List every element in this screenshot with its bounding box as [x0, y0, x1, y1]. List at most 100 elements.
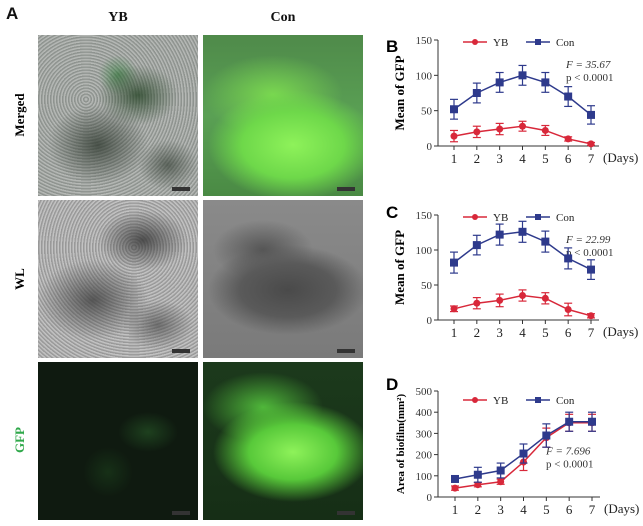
column-header-yb: YB — [108, 10, 128, 25]
chart-b-x-tick-label: 5 — [542, 151, 549, 166]
chart-d-point-con — [473, 470, 482, 479]
scale-bar — [172, 187, 190, 191]
chart-c-legend-label: YB — [493, 212, 508, 224]
chart-c-y-tick-label: 0 — [427, 315, 433, 327]
chart-c-x-tick-label: 6 — [565, 325, 572, 340]
chart-b-point-yb — [587, 140, 595, 148]
chart-d-legend-label: Con — [556, 395, 575, 407]
chart-c-x-tick-label: 5 — [542, 325, 549, 340]
chart-b-point-yb — [450, 132, 458, 140]
chart-d-point-yb — [451, 484, 459, 492]
chart-d-y-tick-label: 300 — [416, 428, 433, 440]
image-wl-con — [203, 200, 363, 358]
chart-d-legend-marker — [472, 397, 478, 403]
chart-c-x-tick-label: 4 — [519, 325, 526, 340]
chart-d-x-tick-label: 7 — [589, 502, 596, 517]
chart-c-x-tick-label: 1 — [451, 325, 458, 340]
chart-d-y-label: Area of biofilm(mm²) — [395, 394, 407, 495]
chart-d-legend-label: YB — [493, 395, 508, 407]
chart-b-x-tick-label: 1 — [451, 151, 458, 166]
chart-c-point-yb — [450, 305, 458, 313]
chart-d-point-yb — [474, 481, 482, 489]
chart-c-point-con — [564, 254, 573, 263]
chart-b-y-tick-label: 0 — [427, 141, 433, 153]
chart-d-y-tick-label: 100 — [416, 471, 433, 483]
chart-b-x-tick-label: 2 — [474, 151, 481, 166]
chart-b-point-con — [564, 92, 573, 101]
chart-b-point-con — [541, 78, 550, 87]
chart-c-point-yb — [496, 296, 504, 304]
chart-d-x-tick-label: 5 — [543, 502, 550, 517]
chart-d-x-tick-label: 4 — [520, 502, 527, 517]
chart-b-point-yb — [564, 135, 572, 143]
chart-c-point-con — [495, 230, 504, 239]
chart-b-legend-label: YB — [493, 37, 508, 49]
chart-b-point-yb — [519, 122, 526, 130]
chart-d-point-con — [565, 417, 574, 426]
chart-c-point-yb — [541, 294, 549, 302]
chart-b-point-con — [450, 105, 458, 114]
scale-bar — [337, 511, 355, 515]
chart-b-p-value: p < 0.0001 — [566, 72, 613, 84]
scale-bar — [337, 187, 355, 191]
column-header-con: Con — [270, 10, 296, 25]
chart-c-point-con — [587, 265, 595, 274]
chart-d-point-con — [588, 417, 596, 426]
chart-d-legend-marker — [535, 397, 541, 403]
chart-d-x-tick-label: 1 — [452, 502, 459, 517]
chart-c-legend-marker — [472, 214, 478, 220]
chart-c-x-tick-label: 2 — [474, 325, 481, 340]
chart-b-x-tick-label: 3 — [496, 151, 503, 166]
chart-c-panel-letter: C — [386, 203, 398, 222]
chart-d-f-stat: F = 7.696 — [545, 446, 591, 458]
chart-c-point-con — [472, 241, 481, 250]
chart-b-legend-label: Con — [556, 37, 575, 49]
scale-bar — [172, 511, 190, 515]
chart-c-x-tick-label: 3 — [496, 325, 503, 340]
chart-c-point-yb — [587, 312, 595, 320]
chart-d-p-value: p < 0.0001 — [546, 459, 593, 471]
chart-d-point-con — [542, 431, 551, 440]
chart-b-point-yb — [496, 125, 504, 133]
chart-b-panel-letter: B — [386, 37, 398, 56]
chart-b-y-tick-label: 50 — [421, 106, 433, 118]
chart-c-point-yb — [564, 306, 572, 313]
chart-c-y-tick-label: 50 — [421, 280, 433, 292]
chart-d-x-tick-label: 6 — [566, 502, 573, 517]
chart-d-y-tick-label: 200 — [416, 450, 433, 462]
image-merged-con — [203, 35, 363, 196]
chart-b-point-yb — [541, 126, 549, 134]
scale-bar — [337, 349, 355, 353]
chart-c-y-tick-label: 100 — [416, 245, 433, 257]
chart-d-point-yb — [497, 478, 505, 486]
chart-d-point-con — [451, 474, 459, 483]
chart-b-y-label: Mean of GFP — [392, 55, 407, 130]
chart-b-point-con — [587, 110, 595, 119]
chart-b-f-stat: F = 35.67 — [565, 59, 611, 71]
image-merged-yb — [38, 35, 198, 196]
chart-b-point-con — [518, 71, 527, 80]
chart-d-point-con — [496, 466, 505, 475]
chart-c-point-con — [450, 258, 458, 267]
chart-c-p-value: p < 0.0001 — [566, 247, 613, 259]
chart-c-legend-marker — [535, 214, 541, 220]
chart-b-legend-marker — [472, 39, 478, 45]
chart-b-point-yb — [473, 128, 481, 136]
chart-b-point-con — [472, 89, 481, 97]
chart-c-y-tick-label: 150 — [416, 210, 433, 222]
chart-d-x-tick-label: 2 — [475, 502, 482, 517]
chart-c-legend-label: Con — [556, 212, 575, 224]
chart-c-f-stat: F = 22.99 — [565, 234, 611, 246]
chart-d-y-tick-label: 500 — [416, 386, 433, 398]
image-gfp-con — [203, 362, 363, 520]
chart-d-x-tick-label: 3 — [497, 502, 504, 517]
image-gfp-yb — [38, 362, 198, 520]
chart-d-panel-letter: D — [386, 375, 398, 394]
chart-c-point-con — [518, 227, 527, 236]
chart-d-y-tick-label: 400 — [416, 407, 433, 419]
chart-b-y-tick-label: 150 — [416, 35, 433, 47]
chart-b-x-label: (Days) — [603, 150, 638, 165]
chart-c-point-yb — [473, 299, 481, 307]
chart-b-y-tick-label: 100 — [416, 70, 433, 82]
